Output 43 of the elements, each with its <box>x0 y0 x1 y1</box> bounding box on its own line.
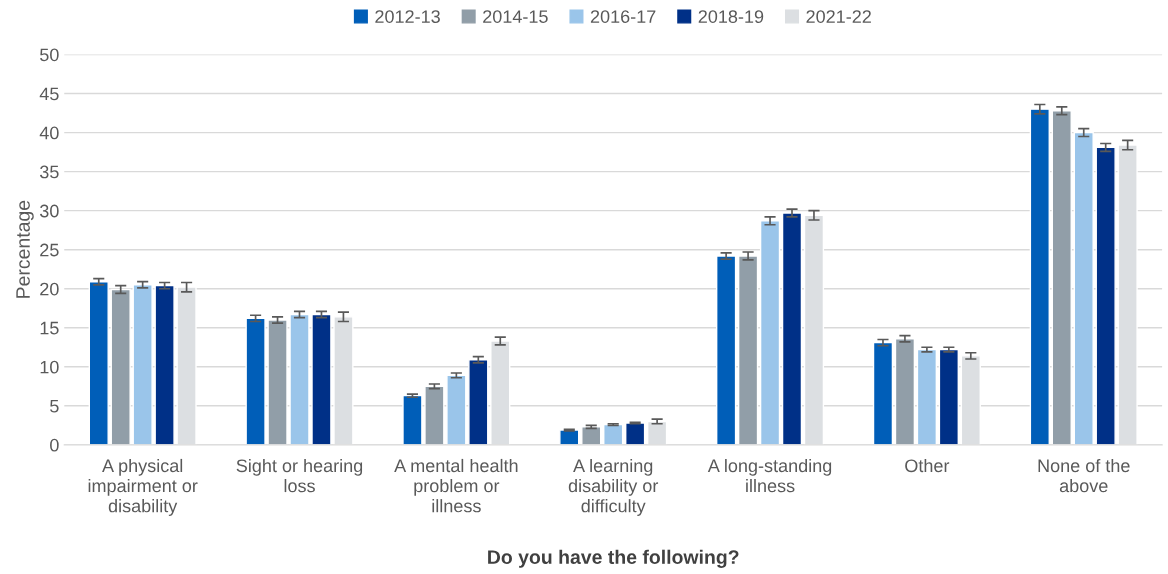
bar <box>737 255 759 445</box>
legend-label: 2014-15 <box>483 10 548 23</box>
bar <box>1051 110 1072 445</box>
bar <box>894 337 916 445</box>
legend-label: 2012-13 <box>375 10 440 23</box>
bar <box>1095 146 1116 445</box>
y-tick-label: 25 <box>40 243 59 257</box>
x-tick-label: Other <box>905 458 950 473</box>
bar <box>781 212 803 445</box>
y-tick-label: 20 <box>40 282 59 296</box>
bar <box>715 255 737 445</box>
y-tick-label: 15 <box>40 321 59 335</box>
x-tick-label: A learning disability or difficulty <box>568 458 659 516</box>
y-tick-label: 45 <box>39 87 59 101</box>
legend-label: 2018-19 <box>698 10 764 23</box>
bar <box>468 359 489 445</box>
bar <box>916 348 938 445</box>
y-axis-title: Percentage <box>16 200 34 298</box>
legend-label: 2021-22 <box>806 10 871 23</box>
x-tick-label: A mental health problem or illness <box>394 458 518 513</box>
bar <box>110 288 131 445</box>
bar <box>759 220 781 445</box>
y-tick-label: 0 <box>50 438 59 452</box>
x-tick-label: None of the above <box>1038 458 1130 493</box>
bar <box>603 423 624 445</box>
y-tick-label: 10 <box>40 360 59 374</box>
bar <box>581 426 602 445</box>
bar <box>625 422 646 445</box>
x-tick-label: A physical impairment or disability <box>88 458 198 516</box>
x-tick-label: Sight or hearing loss <box>236 458 363 493</box>
y-tick-label: 50 <box>40 48 59 62</box>
x-axis-title: Do you have the following? <box>488 549 739 568</box>
bar <box>938 348 959 445</box>
bar <box>1073 131 1094 445</box>
x-tick-label: A long-standing illness <box>707 458 832 493</box>
y-tick-label: 30 <box>39 204 59 218</box>
y-tick-label: 5 <box>50 399 59 413</box>
bar <box>872 341 894 445</box>
y-tick-label: 35 <box>39 165 59 179</box>
bar <box>1029 108 1050 445</box>
legend-label: 2016-17 <box>590 10 656 23</box>
y-tick-label: 40 <box>39 126 59 140</box>
bar <box>88 281 109 445</box>
